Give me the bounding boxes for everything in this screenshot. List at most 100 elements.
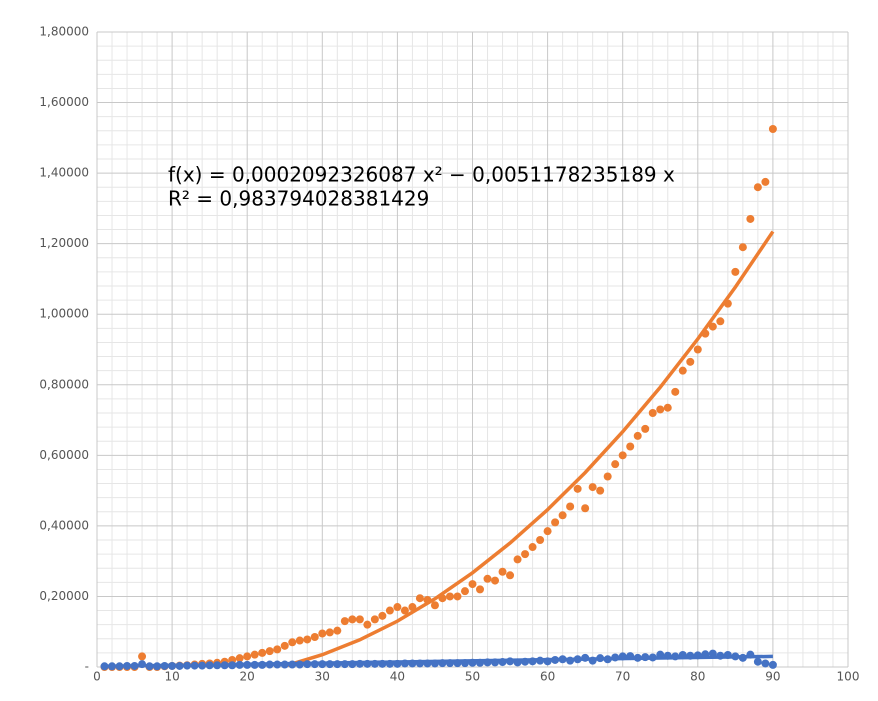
data-point xyxy=(611,460,620,469)
data-point xyxy=(566,656,575,665)
data-point xyxy=(138,652,147,661)
x-tick-label: 60 xyxy=(540,670,555,684)
data-point xyxy=(250,660,259,669)
data-point xyxy=(408,603,417,612)
data-point xyxy=(415,659,424,668)
data-point xyxy=(355,615,364,624)
data-point xyxy=(491,658,500,667)
data-point xyxy=(513,555,522,564)
data-point xyxy=(288,660,297,669)
data-point xyxy=(205,661,214,670)
data-point xyxy=(363,620,372,629)
data-point xyxy=(115,662,124,671)
data-point xyxy=(663,651,672,660)
data-point xyxy=(235,660,244,669)
y-tick-label: 0,20000 xyxy=(39,589,89,603)
data-point xyxy=(521,550,530,559)
data-point xyxy=(303,660,312,669)
x-tick-label: 70 xyxy=(615,670,630,684)
x-tick-label: 80 xyxy=(690,670,705,684)
data-point xyxy=(618,652,627,661)
data-point xyxy=(701,329,710,338)
data-point xyxy=(491,576,500,585)
data-point xyxy=(708,322,717,331)
data-point xyxy=(476,585,485,594)
data-point xyxy=(228,661,237,670)
data-point xyxy=(318,660,327,669)
data-point xyxy=(325,660,334,669)
data-point xyxy=(731,267,740,276)
data-point xyxy=(618,451,627,460)
data-point xyxy=(581,653,590,662)
data-point xyxy=(723,299,732,308)
data-point xyxy=(723,651,732,660)
data-point xyxy=(453,592,462,601)
data-point xyxy=(378,611,387,620)
data-point xyxy=(310,633,319,642)
data-point xyxy=(400,659,409,668)
data-point xyxy=(430,601,439,610)
data-point xyxy=(460,587,469,596)
x-tick-label: 90 xyxy=(765,670,780,684)
data-point xyxy=(596,654,605,663)
data-point xyxy=(693,651,702,660)
trendline-equation: f(x) = 0,0002092326087 x² − 0,0051178235… xyxy=(168,163,675,187)
data-point xyxy=(370,615,379,624)
data-point xyxy=(243,660,252,669)
data-point xyxy=(746,650,755,659)
data-point xyxy=(596,486,605,495)
data-point xyxy=(671,652,680,661)
data-point xyxy=(385,606,394,615)
data-point xyxy=(686,651,695,660)
data-point xyxy=(168,661,177,670)
data-point xyxy=(430,659,439,668)
data-point xyxy=(641,424,650,433)
data-point xyxy=(513,658,522,667)
data-point xyxy=(506,657,515,666)
data-point xyxy=(438,659,447,668)
data-point xyxy=(708,649,717,658)
data-point xyxy=(355,659,364,668)
data-point xyxy=(183,661,192,670)
data-point xyxy=(423,595,432,604)
data-point xyxy=(648,409,657,417)
data-point xyxy=(738,243,747,252)
data-point xyxy=(393,603,402,612)
data-point xyxy=(543,527,552,536)
data-point xyxy=(145,662,154,671)
data-point xyxy=(108,662,117,671)
data-point xyxy=(385,659,394,668)
data-point xyxy=(100,662,109,671)
data-point xyxy=(768,125,777,134)
data-point xyxy=(393,659,402,668)
data-point xyxy=(753,183,762,192)
data-point xyxy=(348,615,357,624)
y-tick-label: 0,80000 xyxy=(39,377,89,391)
data-point xyxy=(340,617,349,626)
data-point xyxy=(243,652,252,661)
data-point xyxy=(731,652,740,661)
data-point xyxy=(130,661,139,670)
data-point xyxy=(348,660,357,669)
data-point xyxy=(558,511,567,520)
data-point xyxy=(325,628,334,637)
data-point xyxy=(258,660,267,669)
data-point xyxy=(303,635,312,644)
data-point xyxy=(768,660,777,669)
data-point xyxy=(626,652,635,661)
data-point xyxy=(498,567,507,576)
data-point xyxy=(761,659,770,668)
data-point xyxy=(528,543,537,552)
data-point xyxy=(611,653,620,662)
data-point xyxy=(716,317,725,326)
data-point xyxy=(716,651,725,660)
data-point xyxy=(581,504,590,513)
data-point xyxy=(521,657,530,666)
x-tick-label: 30 xyxy=(315,670,330,684)
data-point xyxy=(738,653,747,662)
data-point xyxy=(506,571,515,580)
data-point xyxy=(423,659,432,668)
data-point xyxy=(626,442,635,451)
data-point xyxy=(543,657,552,666)
